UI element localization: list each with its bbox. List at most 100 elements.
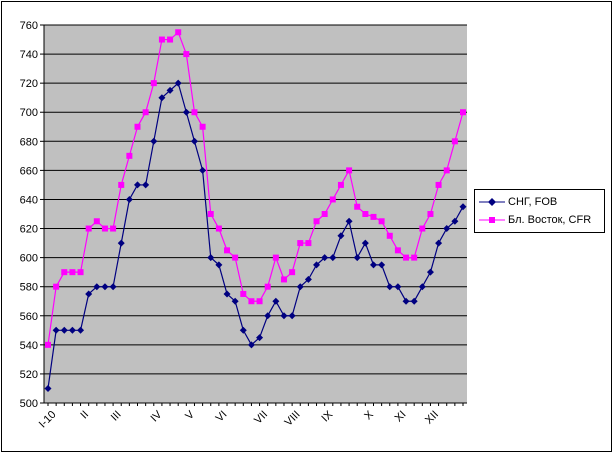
series-2-point	[53, 283, 60, 290]
series-2-point	[45, 341, 51, 348]
series-2-point	[427, 211, 434, 217]
series-2-point	[337, 181, 344, 188]
series-2-point	[199, 123, 206, 130]
series-1-point	[199, 166, 207, 174]
series-2-point	[126, 152, 133, 159]
legend-swatch-diamond-icon	[479, 198, 505, 206]
series-1-point	[117, 239, 125, 247]
series-1-point	[264, 312, 272, 320]
series-1-point	[394, 283, 402, 291]
legend-label-series-1: СНГ, FOB	[508, 196, 558, 208]
series-1-point	[239, 326, 247, 334]
series-2-point	[248, 298, 255, 305]
series-2-point	[93, 218, 100, 225]
series-2-point	[207, 211, 214, 217]
y-tick-label: 600	[20, 253, 38, 265]
series-1-point	[247, 341, 255, 349]
series-1-point	[272, 297, 280, 305]
series-2-point	[346, 167, 353, 174]
series-1-point	[353, 254, 361, 262]
legend-label-series-2: Бл. Восток, CFR	[508, 214, 592, 226]
plot-area	[44, 25, 467, 403]
series-2-point	[378, 218, 385, 225]
series-2-point	[272, 254, 279, 261]
series-1-point	[296, 283, 304, 291]
y-tick-label: 520	[20, 369, 38, 381]
series-2-point	[362, 211, 369, 217]
series-1-point	[369, 261, 377, 269]
series-2-point	[101, 225, 108, 232]
x-tick-label: IX	[319, 408, 335, 424]
series-2-point	[305, 240, 312, 247]
x-tick-label: IV	[149, 408, 165, 424]
series-1-point	[215, 261, 223, 269]
series-2-point	[158, 36, 165, 43]
legend-item-series-2: Бл. Восток, CFR	[479, 212, 591, 228]
x-tick-label: XI	[393, 409, 409, 425]
x-tick-label: I-10	[37, 409, 59, 431]
y-tick-label: 500	[20, 398, 38, 410]
series-2-point	[354, 203, 361, 210]
y-tick-label: 580	[20, 282, 38, 294]
series-2-point	[240, 290, 247, 297]
series-2-point	[289, 269, 296, 276]
x-tick-label: II	[78, 409, 91, 422]
series-1-point	[435, 239, 443, 247]
x-tick-label: VI	[214, 409, 230, 425]
series-2-point	[69, 269, 76, 276]
series-1-point	[150, 137, 158, 145]
x-tick-label: V	[183, 408, 197, 422]
series-1-point	[426, 268, 434, 276]
y-tick-label: 660	[20, 165, 38, 177]
series-2-point	[134, 123, 141, 130]
series-1-point	[52, 326, 60, 334]
series-1-point	[182, 108, 190, 116]
y-tick-label: 640	[20, 194, 38, 206]
series-2-point	[264, 283, 271, 290]
series-2-point	[419, 225, 426, 232]
series-1-point	[443, 225, 451, 233]
series-2-point	[443, 167, 450, 174]
series-2-point	[183, 51, 190, 58]
y-tick-label: 680	[20, 136, 38, 148]
series-2-point	[215, 225, 222, 232]
series-1-point	[410, 297, 418, 305]
series-1-point	[402, 297, 410, 305]
series-1-point	[77, 326, 85, 334]
series-1-point	[256, 334, 264, 342]
y-tick-label: 720	[20, 78, 38, 90]
series-1-point	[125, 195, 133, 203]
y-tick-label: 620	[20, 224, 38, 236]
y-tick-label: 740	[20, 49, 38, 61]
y-tick-label: 760	[20, 20, 38, 32]
series-2-point	[150, 80, 157, 87]
series-2-point	[77, 269, 84, 276]
series-line-2	[47, 31, 464, 345]
x-tick-label: VII	[252, 409, 270, 427]
series-1-point	[134, 181, 142, 189]
series-1-point	[313, 261, 321, 269]
series-1-point	[329, 254, 337, 262]
series-1-point	[345, 217, 353, 225]
series-2-point	[313, 218, 320, 225]
series-1-point	[288, 312, 296, 320]
series-1-point	[68, 326, 76, 334]
series-1-point	[337, 232, 345, 240]
series-2-point	[394, 247, 401, 254]
series-2-point	[167, 36, 174, 43]
series-2-point	[61, 269, 68, 276]
series-1-point	[158, 94, 166, 102]
x-tick-label: XII	[423, 409, 441, 427]
x-tick-label: VIII	[283, 409, 303, 429]
series-1-point	[85, 290, 93, 298]
series-1-point	[101, 283, 109, 291]
series-2-point	[460, 109, 466, 116]
series-2-point	[232, 254, 239, 261]
y-tick-label: 560	[20, 311, 38, 323]
series-1-point	[321, 254, 329, 262]
series-1-point	[280, 312, 288, 320]
series-1-point	[386, 283, 394, 291]
series-1-point	[459, 203, 467, 211]
series-2-point	[280, 276, 287, 283]
series-1-point	[44, 384, 52, 392]
